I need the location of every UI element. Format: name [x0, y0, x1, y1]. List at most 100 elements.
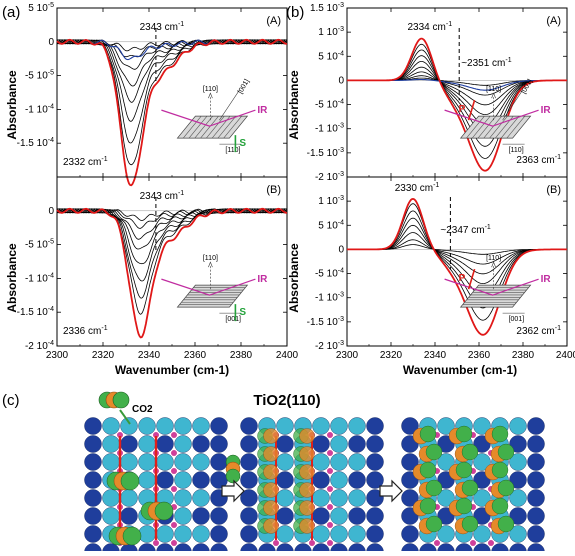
- ti-atom: [192, 417, 210, 435]
- inset-top-direction-label: [110]: [203, 255, 218, 262]
- bridging-oxygen: [171, 432, 177, 438]
- ti-atom: [192, 489, 210, 507]
- ti-atom: [276, 543, 294, 556]
- spectrum-line: [347, 66, 567, 116]
- co2-oxygen-atom: [112, 391, 130, 409]
- adsorbed-co2-carbon: [299, 446, 315, 462]
- crystal-row-line: [206, 115, 225, 139]
- y-tick-label: 1 10-3: [318, 26, 344, 38]
- adsorbed-co2-oxygen: [120, 471, 140, 491]
- ti-atom: [509, 489, 527, 507]
- ti-atom: [312, 471, 330, 489]
- adsorbed-co2-oxygen: [425, 443, 443, 461]
- ti-atom: [509, 435, 527, 453]
- ti-atom: [509, 525, 527, 543]
- crystal-orientation-inset: [110] [001] [110] IR S: [161, 78, 268, 154]
- ti-atom: [240, 489, 258, 507]
- y-tick-label: -1.5 10-3: [307, 147, 344, 159]
- ti-atom: [174, 525, 192, 543]
- ti-atom: [192, 543, 210, 556]
- adsorbed-co2-oxygen: [491, 497, 509, 515]
- ti-atom: [240, 453, 258, 471]
- adsorbed-co2-oxygen: [461, 515, 479, 533]
- co2-label: CO2: [132, 404, 153, 415]
- adsorbed-co2-oxygen: [491, 425, 509, 443]
- process-arrow-2: [379, 479, 403, 503]
- plot-frame: [346, 176, 568, 347]
- crystal-row-line: [182, 115, 202, 139]
- ti-atom: [509, 417, 527, 435]
- bridging-oxygen: [171, 468, 177, 474]
- bridging-oxygen: [327, 540, 333, 546]
- ti-atom: [401, 453, 419, 471]
- spectrum-line: [56, 208, 288, 299]
- ti-atom: [366, 507, 384, 525]
- spectrum-line: [56, 208, 288, 250]
- bridging-oxygen: [434, 540, 440, 546]
- spectrum-line: [56, 39, 288, 103]
- inset-bottom-direction-label: [001]: [225, 316, 241, 323]
- ti-atom: [138, 471, 156, 489]
- x-tick-label: 2400: [556, 350, 575, 361]
- process-arrow-1: [221, 479, 245, 503]
- ti-atom: [366, 525, 384, 543]
- ti-atom: [120, 417, 138, 435]
- ti-atom: [210, 417, 228, 435]
- ti-atom: [437, 489, 455, 507]
- ylabel-b-A: Absorbance: [287, 70, 301, 140]
- ti-atom: [102, 435, 120, 453]
- spectrum-panel: 2300 2320 2340 2360 2380 2400 0 -5 10-5 -1 10-4 -…: [17, 176, 299, 361]
- ti-atom: [192, 525, 210, 543]
- bridging-oxygen: [171, 522, 177, 528]
- ti-atom: [348, 417, 366, 435]
- ti-atom: [366, 453, 384, 471]
- ti-atom: [174, 453, 192, 471]
- spectrum-line: [347, 55, 567, 135]
- ti-atom: [312, 525, 330, 543]
- y-tick-label: 0: [48, 37, 54, 48]
- ti-atom: [102, 417, 120, 435]
- surface-normal-arrowhead: [208, 92, 213, 99]
- crystal-row-line: [483, 115, 502, 139]
- y-tick-label: 0: [338, 244, 344, 255]
- adsorbed-co2-carbon: [263, 482, 279, 498]
- adsorbed-co2-oxygen: [461, 479, 479, 497]
- spectrum-panel: 2300 2320 2340 2360 2380 2400 1 10-3 5 10-4 0 -5 …: [307, 176, 575, 361]
- ti-atom: [348, 525, 366, 543]
- adsorbed-co2-carbon: [299, 482, 315, 498]
- adsorbed-co2-oxygen: [455, 461, 473, 479]
- ti-atom: [84, 435, 102, 453]
- ti-atom: [473, 417, 491, 435]
- surface-slab-1: [84, 417, 228, 556]
- ylabel-b-B: Absorbance: [287, 243, 301, 313]
- x-tick-label: 2300: [46, 350, 69, 361]
- figure-label-b: (b): [286, 4, 304, 21]
- adsorbed-co2-carbon: [263, 446, 279, 462]
- bridging-oxygen: [327, 468, 333, 474]
- ti-atom: [366, 417, 384, 435]
- crystal-row-line: [194, 115, 213, 139]
- inset-top-direction-label: [110]: [486, 255, 501, 262]
- adsorbed-co2-carbon: [263, 518, 279, 534]
- peak-annotation: 2336 cm-1: [63, 325, 108, 337]
- y-tick-label: -1.5 10-3: [307, 316, 344, 328]
- spectrum-line-final: [347, 197, 567, 336]
- x-tick-label: 2380: [512, 350, 535, 361]
- ti-atom: [437, 417, 455, 435]
- bridging-oxygen: [327, 522, 333, 528]
- peak-annotation: 2343 cm-1: [140, 21, 185, 33]
- ti-atom: [276, 453, 294, 471]
- bridging-oxygen: [153, 540, 159, 546]
- ti-atom: [366, 435, 384, 453]
- ti-atom: [437, 543, 455, 556]
- ti-atom: [491, 543, 509, 556]
- p-polarization-label: P: [459, 273, 466, 284]
- ir-beam-path: [161, 109, 256, 127]
- bridging-oxygen: [470, 540, 476, 546]
- ti-atom: [366, 471, 384, 489]
- adsorbed-co2-oxygen: [154, 501, 174, 521]
- x-tick-label: 2400: [276, 350, 299, 361]
- y-tick-label: -1.5 10-4: [17, 306, 54, 318]
- peak-annotation: 2334 cm-1: [408, 21, 453, 33]
- ti-atom: [240, 543, 258, 556]
